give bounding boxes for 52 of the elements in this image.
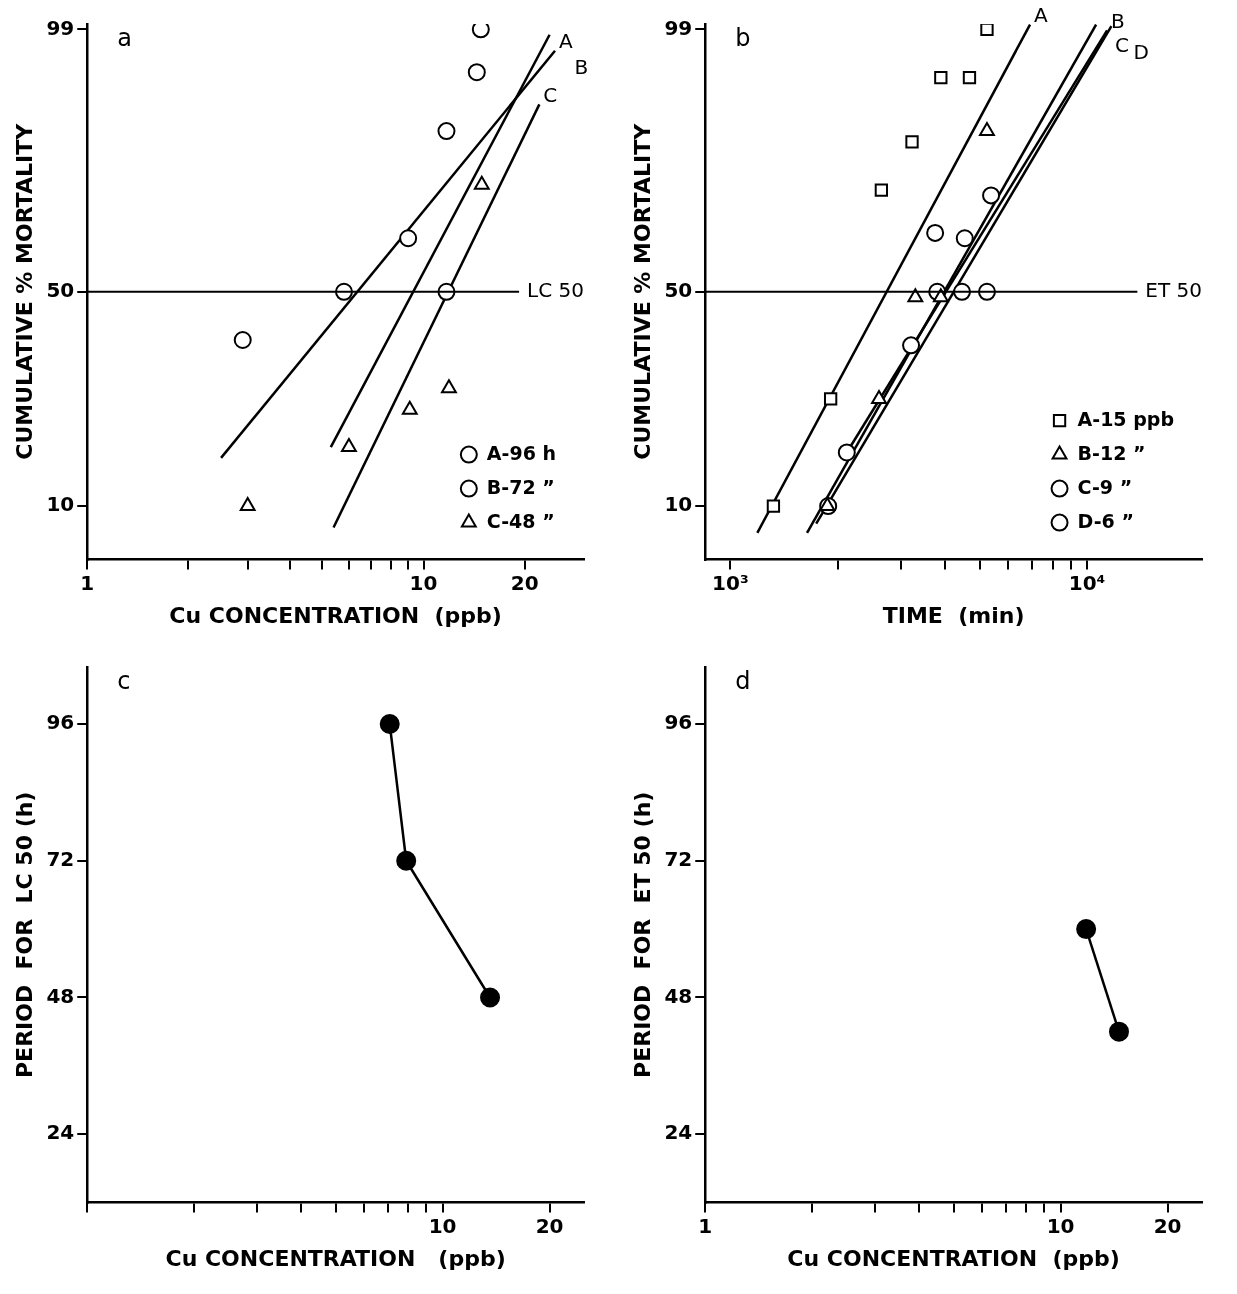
y-tick-label: 96 [664,710,693,735]
y-axis-title: CUMULATIVE % MORTALITY [11,122,37,460]
y-axis-title: PERIOD FOR LC 50 (h) [11,791,37,1079]
x-tick-label: 10⁴ [1068,570,1106,595]
annotation: B [574,54,589,79]
annotation: A [559,28,574,53]
annotation: B [1111,8,1125,33]
legend-label: C-48 ” [486,509,555,532]
x-axis-title: Cu CONCENTRATION (ppb) [787,1245,1120,1271]
y-tick-label: 48 [664,983,693,1008]
annotation: A [1034,2,1049,27]
chart-title: c [117,667,131,696]
x-tick-label: 10 [1046,1213,1075,1238]
y-axis-title: PERIOD FOR ET 50 (h) [629,791,655,1078]
x-tick-label: 1 [698,1213,713,1238]
annotation: C [1115,32,1130,57]
y-tick-label: 99 [46,15,75,40]
y-tick-label: 48 [46,983,75,1008]
y-tick-label: 96 [46,710,75,735]
legend-label: D-6 ” [1077,509,1134,532]
y-tick-label: 10 [46,492,75,517]
x-tick-label: 10 [409,570,438,595]
legend-label: B-72 ” [486,475,555,498]
chart-title: a [117,24,132,53]
y-tick-label: 24 [46,1120,75,1145]
y-axis-title: CUMULATIVE % MORTALITY [629,122,655,460]
y-tick-label: 10 [664,492,693,517]
chart-title: b [735,24,751,53]
x-axis-title: Cu CONCENTRATION (ppb) [169,602,502,628]
legend-label: B-12 ” [1077,441,1146,464]
y-tick-label: 24 [664,1120,693,1145]
annotation: D [1133,40,1149,65]
x-axis-title: Cu CONCENTRATION (ppb) [165,1245,506,1271]
ref-line-label: LC 50 [527,278,584,302]
y-tick-label: 50 [46,278,75,302]
ref-line-label: ET 50 [1145,278,1202,302]
legend-label: C-9 ” [1077,475,1133,498]
x-tick-label: 10 [428,1213,457,1238]
y-tick-label: 72 [46,846,75,871]
x-tick-label: 20 [510,570,539,595]
legend-label: A-96 h [486,441,556,464]
x-tick-label: 20 [535,1213,564,1238]
chart-title: d [735,667,751,696]
y-tick-label: 72 [664,846,693,871]
y-tick-label: 99 [664,15,693,40]
annotation: C [543,82,558,107]
legend-label: A-15 ppb [1077,407,1175,430]
x-tick-label: 1 [80,570,95,595]
x-tick-label: 20 [1153,1213,1182,1238]
x-axis-title: TIME (min) [882,602,1025,628]
y-tick-label: 50 [664,278,693,302]
x-tick-label: 10³ [712,570,749,595]
